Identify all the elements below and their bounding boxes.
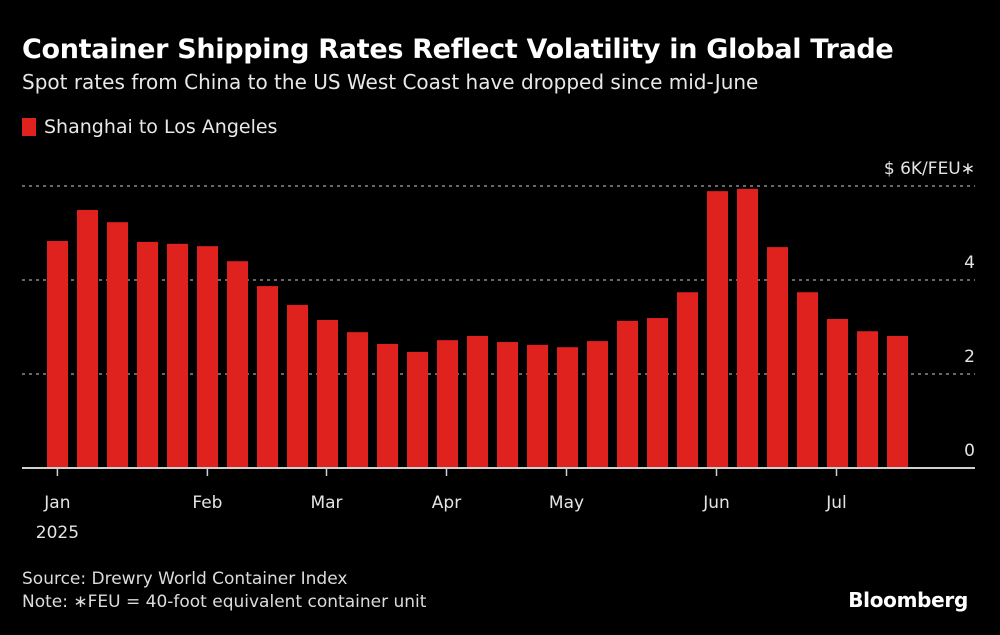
- bar: [617, 320, 638, 468]
- bar: [707, 191, 728, 469]
- bar: [437, 340, 458, 468]
- chart-title: Container Shipping Rates Reflect Volatil…: [22, 34, 894, 65]
- bar: [317, 319, 338, 468]
- bar: [587, 341, 608, 468]
- y-tick-label: 0: [964, 441, 975, 461]
- x-tick-label: Jun: [702, 493, 730, 513]
- bar: [227, 261, 248, 468]
- bar: [887, 335, 908, 468]
- bar: [257, 286, 278, 468]
- bar: [167, 243, 188, 468]
- bar: [827, 319, 848, 468]
- source-text: Source: Drewry World Container Index: [22, 569, 348, 589]
- bloomberg-logo: Bloomberg: [848, 588, 968, 612]
- y-tick-label: 4: [964, 253, 975, 273]
- x-axis: Jan 2025 Feb Mar Apr May Jun Jul: [22, 467, 975, 543]
- legend-swatch: [22, 118, 36, 136]
- bar: [467, 335, 488, 468]
- x-tick-label: May: [549, 493, 584, 513]
- bar: [527, 344, 548, 468]
- legend: Shanghai to Los Angeles: [22, 116, 277, 138]
- x-tick-label: Feb: [192, 493, 222, 513]
- source-notes: Source: Drewry World Container Index Not…: [22, 568, 426, 614]
- bar: [767, 247, 788, 468]
- bar: [677, 292, 698, 468]
- legend-label: Shanghai to Los Angeles: [44, 116, 278, 138]
- bar: [737, 188, 758, 468]
- bar: [347, 332, 368, 468]
- y-axis-labels: 0 2 4 $ 6K/FEU∗: [884, 159, 975, 461]
- x-tick-label: Jan: [43, 493, 70, 513]
- bar: [137, 241, 158, 468]
- y-tick-label: $ 6K/FEU∗: [884, 159, 975, 179]
- bar: [377, 343, 398, 468]
- bar: [407, 351, 428, 468]
- x-tick-label: Jul: [825, 493, 847, 513]
- bar: [197, 246, 218, 468]
- bar: [797, 292, 818, 468]
- bar: [107, 222, 128, 468]
- x-tick-sublabel: 2025: [36, 523, 79, 543]
- bar: [497, 342, 518, 468]
- bars: [47, 188, 908, 469]
- bar: [647, 318, 668, 468]
- chart-subtitle: Spot rates from China to the US West Coa…: [22, 70, 759, 94]
- bar: [557, 347, 578, 468]
- x-tick-label: Apr: [432, 493, 461, 513]
- bar: [287, 304, 308, 468]
- note-text: Note: ∗FEU = 40-foot equivalent containe…: [22, 592, 427, 612]
- bar: [77, 209, 98, 468]
- bar: [47, 240, 68, 468]
- x-tick-label: Mar: [310, 493, 342, 513]
- y-tick-label: 2: [964, 347, 975, 367]
- bar: [857, 331, 878, 468]
